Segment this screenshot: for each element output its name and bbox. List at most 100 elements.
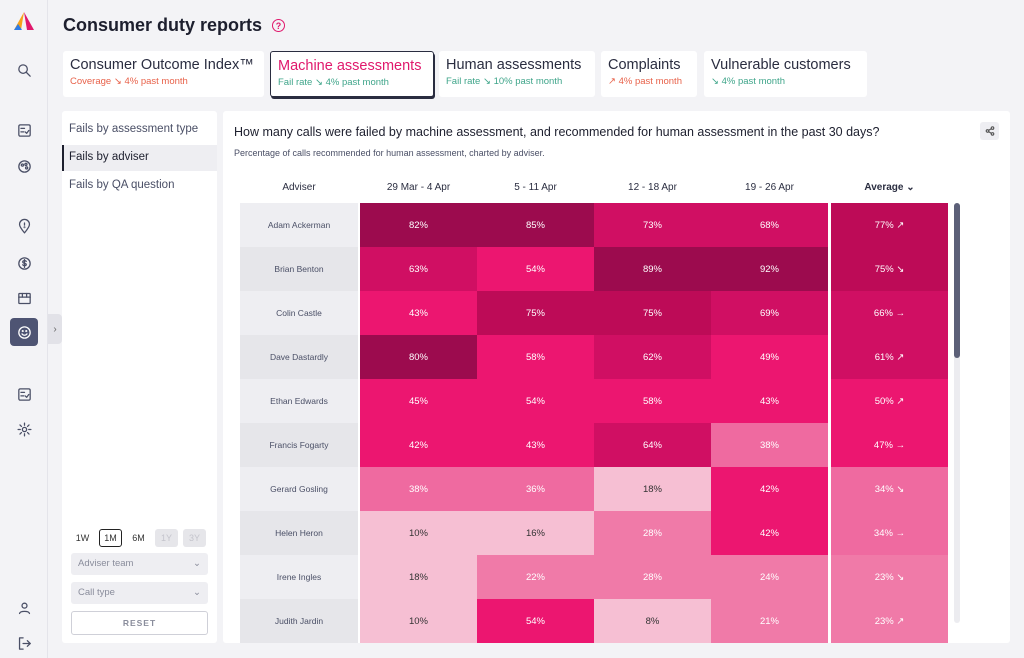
gear-icon[interactable]	[10, 415, 38, 443]
adviser-name: Dave Dastardly	[240, 335, 358, 379]
collapse-sidebar-button[interactable]: ›	[48, 314, 62, 344]
tab-machine-assessments[interactable]: Machine assessments Fail rate ↘ 4% past m…	[270, 51, 434, 97]
average-value: 34%	[874, 483, 894, 495]
heatmap-cell: 58%	[477, 335, 594, 379]
heatmap-cell: 16%	[477, 511, 594, 555]
heatmap-cell: 54%	[477, 379, 594, 423]
heatmap-cell: 68%	[711, 203, 828, 247]
adviser-team-select[interactable]: Adviser team ⌄	[71, 553, 208, 575]
column-header-week: 19 - 26 Apr	[745, 182, 794, 193]
trend-icon: ↗	[608, 76, 616, 87]
trend-icon: ↗	[896, 615, 905, 627]
app-logo-icon[interactable]	[10, 8, 38, 36]
adviser-name: Brian Benton	[240, 247, 358, 291]
scrollbar-thumb[interactable]	[954, 203, 960, 358]
range-6m[interactable]: 6M	[132, 533, 145, 543]
heatmap-cell: 54%	[477, 247, 594, 291]
average-cell: 61% ↗	[831, 335, 948, 379]
icon-rail	[0, 0, 48, 658]
column-header-average[interactable]: Average ⌄	[864, 182, 915, 193]
heatmap-cell: 73%	[594, 203, 711, 247]
range-1y: 1Y	[155, 529, 178, 547]
heatmap-cell: 63%	[360, 247, 477, 291]
checklist-icon[interactable]	[10, 116, 38, 144]
average-value: 61%	[874, 351, 894, 363]
heatmap-cell: 18%	[360, 555, 477, 599]
average-value: 23%	[874, 615, 894, 627]
dollar-icon[interactable]	[10, 249, 38, 277]
tab-title: Consumer Outcome Index™	[70, 57, 254, 73]
tab-human-assessments[interactable]: Human assessments Fail rate ↘ 10% past mo…	[439, 51, 595, 97]
heatmap-cell: 92%	[711, 247, 828, 291]
heatmap-cell: 18%	[594, 467, 711, 511]
chart-subtitle: Percentage of calls recommended for huma…	[234, 148, 545, 158]
heatmap-cell: 80%	[360, 335, 477, 379]
tab-consumer-outcome-index[interactable]: Consumer Outcome Index™ Coverage ↘ 4% pas…	[63, 51, 264, 97]
help-icon[interactable]: ?	[272, 19, 286, 32]
tab-vulnerable-customers[interactable]: Vulnerable customers ↘ 4% past month	[704, 51, 867, 97]
smiley-icon[interactable]	[10, 318, 38, 346]
tab-title: Human assessments	[446, 57, 582, 73]
range-1m[interactable]: 1M	[99, 529, 122, 547]
heatmap-cell: 28%	[594, 555, 711, 599]
trend-icon: ↘	[711, 76, 719, 87]
share-button[interactable]	[980, 122, 999, 140]
logout-icon[interactable]	[10, 629, 38, 657]
nav-fails-by-assessment-type[interactable]: Fails by assessment type	[69, 123, 199, 135]
average-value: 34%	[873, 527, 893, 539]
report-check-icon[interactable]	[10, 380, 38, 408]
heatmap-cell: 38%	[360, 467, 477, 511]
heatmap-cell: 8%	[594, 599, 711, 643]
range-3y: 3Y	[183, 529, 206, 547]
average-cell: 75% ↘	[831, 247, 948, 291]
nav-fails-by-adviser[interactable]: Fails by adviser	[62, 145, 217, 171]
chevron-down-icon: ⌄	[193, 558, 201, 569]
trend-icon: ↘	[482, 76, 491, 87]
heatmap-cell: 43%	[711, 379, 828, 423]
adviser-name: Helen Heron	[240, 511, 358, 555]
heatmap-cell: 22%	[477, 555, 594, 599]
heatmap-cell: 43%	[477, 423, 594, 467]
storefront-icon[interactable]	[10, 284, 38, 312]
tab-complaints[interactable]: Complaints ↗ 4% past month	[601, 51, 697, 97]
average-cell: 23% ↗	[831, 599, 948, 643]
adviser-name: Adam Ackerman	[240, 203, 358, 247]
average-cell: 23% ↘	[831, 555, 948, 599]
average-value: 77%	[874, 219, 894, 231]
nav-fails-by-qa-question[interactable]: Fails by QA question	[69, 179, 175, 191]
heatmap-cell: 38%	[711, 423, 828, 467]
adviser-name: Francis Fogarty	[240, 423, 358, 467]
location-pin-icon[interactable]	[10, 212, 38, 240]
heatmap-cell: 43%	[360, 291, 477, 335]
average-cell: 66% →	[831, 291, 948, 335]
trend-icon: ↗	[896, 351, 905, 363]
tab-title: Complaints	[608, 57, 681, 73]
average-value: 23%	[874, 571, 894, 583]
trend-icon: ↘	[896, 571, 905, 583]
scrollbar-track[interactable]	[954, 203, 960, 623]
adviser-name: Colin Castle	[240, 291, 358, 335]
heatmap-cell: 36%	[477, 467, 594, 511]
user-icon[interactable]	[10, 594, 38, 622]
trend-icon: ↘	[314, 77, 323, 88]
heatmap-cell: 75%	[477, 291, 594, 335]
heatmap-cell: 24%	[711, 555, 828, 599]
tab-stat: Fail rate ↘ 10% past month	[446, 76, 563, 87]
heatmap-cell: 58%	[594, 379, 711, 423]
heatmap-cell: 10%	[360, 511, 477, 555]
heatmap-cell: 54%	[477, 599, 594, 643]
call-type-select[interactable]: Call type ⌄	[71, 582, 208, 604]
range-1w[interactable]: 1W	[75, 533, 90, 543]
search-icon[interactable]	[10, 56, 38, 84]
tab-stat: Coverage ↘ 4% past month	[70, 76, 188, 87]
palette-icon[interactable]	[10, 152, 38, 180]
chart-question: How many calls were failed by machine as…	[234, 125, 880, 139]
trend-icon: ↘	[896, 263, 905, 275]
trend-icon: ↘	[113, 76, 122, 87]
heatmap-cell: 89%	[594, 247, 711, 291]
average-value: 75%	[874, 263, 894, 275]
reset-button[interactable]: RESET	[71, 611, 208, 635]
tab-title: Machine assessments	[278, 58, 422, 74]
heatmap-cell: 45%	[360, 379, 477, 423]
trend-icon: ↗	[896, 395, 905, 407]
